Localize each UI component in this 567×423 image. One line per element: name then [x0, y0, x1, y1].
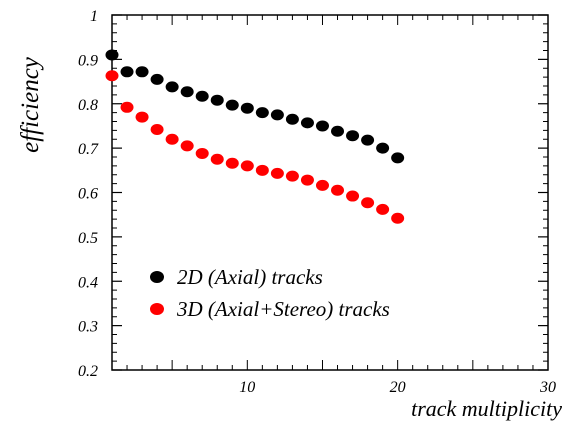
data-point [210, 94, 224, 106]
data-point [346, 130, 360, 142]
axes-layer: 0.2 0.3 0.4 0.5 0.6 0.7 0.8 0.9 1 10 20 30 [78, 8, 556, 396]
y-tick-label: 0.3 [78, 319, 98, 336]
data-point [210, 153, 224, 165]
data-point [270, 109, 284, 121]
data-point [391, 152, 405, 164]
data-point [315, 120, 329, 132]
data-point [346, 190, 360, 202]
data-point [285, 113, 299, 125]
data-point [391, 212, 405, 224]
data-point [300, 174, 314, 186]
data-point [300, 117, 314, 129]
y-tick-label: 0.8 [78, 97, 98, 114]
data-point [240, 102, 254, 114]
x-tick-label: 30 [539, 379, 556, 396]
data-point [105, 70, 119, 82]
data-point [225, 157, 239, 169]
data-point [331, 184, 345, 196]
data-point [120, 101, 134, 113]
data-point [180, 86, 194, 98]
data-point [195, 90, 209, 102]
y-tick-label: 0.2 [78, 363, 98, 380]
data-point [180, 140, 194, 152]
legend-label: 3D (Axial+Stereo) tracks [176, 297, 390, 321]
data-point [135, 66, 149, 78]
data-point [240, 160, 254, 172]
data-point [165, 133, 179, 145]
data-point [225, 99, 239, 111]
data-point [255, 107, 269, 119]
data-point [255, 164, 269, 176]
legend-marker [150, 271, 164, 283]
data-point [150, 123, 164, 135]
x-tick-label: 10 [239, 379, 255, 396]
y-tick-label: 0.4 [78, 274, 98, 291]
y-tick-label: 0.9 [78, 52, 98, 69]
series-1 [105, 49, 405, 164]
data-point [150, 73, 164, 85]
legend-marker [150, 303, 164, 315]
series-2 [105, 70, 405, 224]
x-tick-label: 20 [390, 379, 406, 396]
y-tick-label: 1 [90, 8, 98, 25]
y-tick-label: 0.5 [78, 230, 98, 247]
data-point [315, 179, 329, 191]
y-tick-label: 0.6 [78, 186, 98, 203]
series-layer [105, 49, 405, 224]
data-point [376, 142, 390, 154]
data-point [361, 197, 375, 209]
y-axis-label: efficiency [17, 56, 44, 153]
data-point [331, 125, 345, 137]
data-point [376, 203, 390, 215]
data-point [285, 170, 299, 182]
data-point [120, 66, 134, 78]
data-point [105, 49, 119, 61]
x-axis-label: track multiplicity [411, 396, 562, 421]
legend: 2D (Axial) tracks 3D (Axial+Stereo) track… [150, 265, 390, 321]
data-point [135, 111, 149, 123]
data-point [195, 147, 209, 159]
legend-label: 2D (Axial) tracks [177, 265, 323, 289]
data-point [165, 81, 179, 93]
data-point [361, 134, 375, 146]
data-point [270, 167, 284, 179]
y-tick-label: 0.7 [78, 141, 99, 158]
